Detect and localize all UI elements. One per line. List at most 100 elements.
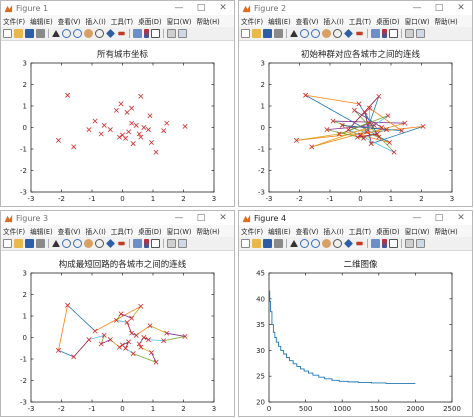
menu-file[interactable]: 文件(F) (3, 18, 26, 26)
show-plot-tools-icon[interactable] (416, 239, 425, 248)
show-plot-tools-icon[interactable] (178, 29, 187, 38)
legend-icon[interactable] (151, 29, 160, 38)
new-figure-icon[interactable] (241, 239, 250, 248)
open-file-icon[interactable] (252, 239, 261, 248)
menu-desktop[interactable]: 桌面(D) (138, 18, 162, 26)
menu-tools[interactable]: 工具(T) (348, 228, 372, 236)
rotate-icon[interactable] (333, 29, 342, 38)
zoom-in-icon[interactable] (62, 239, 71, 248)
pan-icon[interactable] (322, 239, 331, 248)
select-pointer-icon[interactable] (290, 30, 298, 37)
show-plot-tools-icon[interactable] (178, 239, 187, 248)
rotate-icon[interactable] (95, 29, 104, 38)
menu-view[interactable]: 查看(V) (57, 18, 81, 26)
legend-icon[interactable] (151, 239, 160, 248)
menu-edit[interactable]: 编辑(E) (30, 228, 53, 236)
zoom-out-icon[interactable] (73, 29, 82, 38)
menu-file[interactable]: 文件(F) (3, 228, 26, 236)
hide-plot-tools-icon[interactable] (167, 239, 176, 248)
save-icon[interactable] (263, 239, 272, 248)
zoom-out-icon[interactable] (311, 239, 320, 248)
select-pointer-icon[interactable] (290, 240, 298, 247)
brush-icon[interactable] (356, 31, 363, 36)
hide-plot-tools-icon[interactable] (405, 29, 414, 38)
zoom-in-icon[interactable] (62, 29, 71, 38)
colorbar-icon[interactable] (382, 239, 387, 248)
colorbar-icon[interactable] (144, 29, 149, 38)
menu-window[interactable]: 窗口(W) (166, 18, 192, 26)
link-plot-icon[interactable] (371, 29, 380, 38)
hide-plot-tools-icon[interactable] (167, 29, 176, 38)
save-icon[interactable] (25, 29, 34, 38)
menu-edit[interactable]: 编辑(E) (268, 18, 291, 26)
rotate-icon[interactable] (95, 239, 104, 248)
menu-desktop[interactable]: 桌面(D) (376, 18, 400, 26)
link-plot-icon[interactable] (133, 29, 142, 38)
menu-edit[interactable]: 编辑(E) (30, 18, 53, 26)
pan-icon[interactable] (84, 29, 93, 38)
brush-icon[interactable] (356, 241, 363, 246)
minimize-button[interactable]: — (412, 3, 422, 13)
colorbar-icon[interactable] (144, 239, 149, 248)
zoom-in-icon[interactable] (300, 29, 309, 38)
menu-tools[interactable]: 工具(T) (110, 18, 134, 26)
pan-icon[interactable] (84, 239, 93, 248)
pan-icon[interactable] (322, 29, 331, 38)
data-cursor-icon[interactable] (106, 29, 115, 38)
print-icon[interactable] (36, 29, 45, 38)
print-icon[interactable] (274, 29, 283, 38)
zoom-in-icon[interactable] (300, 239, 309, 248)
minimize-button[interactable]: — (174, 213, 184, 223)
menu-tools[interactable]: 工具(T) (110, 228, 134, 236)
link-plot-icon[interactable] (133, 239, 142, 248)
data-cursor-icon[interactable] (106, 239, 115, 248)
open-file-icon[interactable] (14, 29, 23, 38)
data-cursor-icon[interactable] (344, 29, 353, 38)
print-icon[interactable] (36, 239, 45, 248)
select-pointer-icon[interactable] (52, 30, 60, 37)
close-button[interactable]: ✕ (219, 213, 227, 223)
data-cursor-icon[interactable] (344, 239, 353, 248)
menu-view[interactable]: 查看(V) (295, 18, 319, 26)
menu-window[interactable]: 窗口(W) (404, 228, 430, 236)
menu-view[interactable]: 查看(V) (57, 228, 81, 236)
save-icon[interactable] (25, 239, 34, 248)
hide-plot-tools-icon[interactable] (405, 239, 414, 248)
menu-insert[interactable]: 插入(I) (85, 228, 106, 236)
zoom-out-icon[interactable] (73, 239, 82, 248)
zoom-out-icon[interactable] (311, 29, 320, 38)
menu-insert[interactable]: 插入(I) (323, 228, 344, 236)
menu-desktop[interactable]: 桌面(D) (138, 228, 162, 236)
menu-view[interactable]: 查看(V) (295, 228, 319, 236)
menu-window[interactable]: 窗口(W) (404, 18, 430, 26)
menu-edit[interactable]: 编辑(E) (268, 228, 291, 236)
link-plot-icon[interactable] (371, 239, 380, 248)
open-file-icon[interactable] (252, 29, 261, 38)
new-figure-icon[interactable] (3, 239, 12, 248)
save-icon[interactable] (263, 29, 272, 38)
menu-window[interactable]: 窗口(W) (166, 228, 192, 236)
close-button[interactable]: ✕ (457, 213, 465, 223)
menu-tools[interactable]: 工具(T) (348, 18, 372, 26)
close-button[interactable]: ✕ (219, 3, 227, 13)
menu-insert[interactable]: 插入(I) (85, 18, 106, 26)
menu-file[interactable]: 文件(F) (241, 228, 264, 236)
maximize-button[interactable]: □ (196, 3, 206, 13)
new-figure-icon[interactable] (241, 29, 250, 38)
print-icon[interactable] (274, 239, 283, 248)
menu-help[interactable]: 帮助(H) (434, 18, 458, 26)
colorbar-icon[interactable] (382, 29, 387, 38)
legend-icon[interactable] (389, 29, 398, 38)
open-file-icon[interactable] (14, 239, 23, 248)
menu-help[interactable]: 帮助(H) (434, 228, 458, 236)
menu-insert[interactable]: 插入(I) (323, 18, 344, 26)
menu-desktop[interactable]: 桌面(D) (376, 228, 400, 236)
menu-file[interactable]: 文件(F) (241, 18, 264, 26)
close-button[interactable]: ✕ (457, 3, 465, 13)
rotate-icon[interactable] (333, 239, 342, 248)
menu-help[interactable]: 帮助(H) (196, 18, 220, 26)
maximize-button[interactable]: □ (196, 213, 206, 223)
menu-help[interactable]: 帮助(H) (196, 228, 220, 236)
brush-icon[interactable] (118, 241, 125, 246)
maximize-button[interactable]: □ (434, 3, 444, 13)
